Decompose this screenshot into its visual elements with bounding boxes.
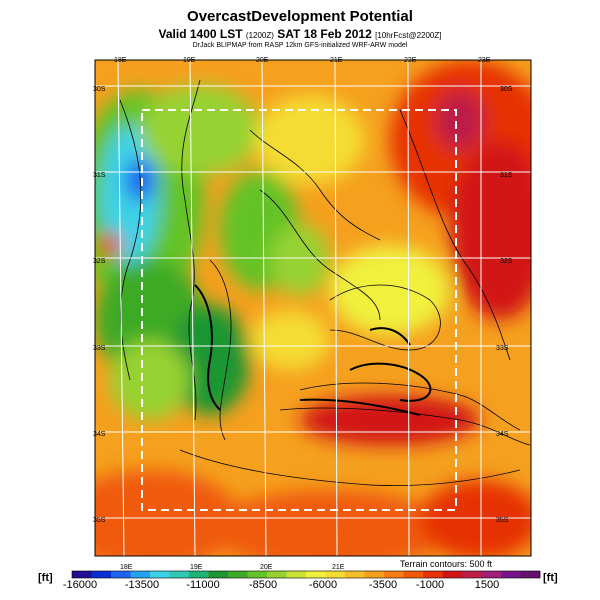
colorbar-tick-label: -8500 [248,579,278,591]
colorbar-swatch [481,571,502,578]
colorbar-swatch [306,571,326,578]
lon-label: 23E [478,57,491,64]
colorbar-swatch [189,571,209,578]
colorbar-tick-label: -1000 [415,579,445,591]
lat-label: 31S [500,172,513,179]
lon-label: 19E [183,57,196,64]
lat-label: 32S [93,258,106,265]
valid-main: SAT 18 Feb 2012 [277,27,372,41]
lat-lon-grid [95,60,531,556]
colorbar-swatch [130,571,151,578]
colorbar-swatch [520,571,541,578]
colorbar-swatch [208,571,229,578]
colorbar-unit-right: [ft] [543,572,558,584]
colorbar-swatch [247,571,268,578]
colorbar-unit-left: [ft] [38,572,53,584]
inner-domain-box [141,109,457,511]
lat-label: 30S [93,86,106,93]
lat-label: 32S [500,258,513,265]
lon-label: 19E [190,564,203,571]
lon-label: 20E [260,564,273,571]
map-field [95,60,531,556]
lat-label: 35S [93,517,106,524]
lat-label: 33S [93,345,106,352]
colorbar-tick-label: -6000 [308,579,338,591]
map-title: OvercastDevelopment Potential [187,8,413,25]
valid-prefix: Valid 1400 LST [158,27,243,41]
lon-labels-bottom: 18E 19E 20E 21E [120,564,345,571]
colorbar-frame [71,570,541,579]
colorbar-tick-label: -3500 [368,579,398,591]
colorbar-swatch [501,571,521,578]
lat-label: 34S [496,431,509,438]
colorbar-swatch [325,571,346,578]
colorbar-swatch [72,571,92,578]
terrain-contours [119,79,531,487]
colorbar-swatch [364,571,385,578]
valid-fcst: [10hrFcst@2200Z] [375,31,442,40]
lat-label: 33S [496,345,509,352]
colorbar-swatch [267,571,287,578]
colorbar-swatch [442,571,463,578]
colorbar-swatch [228,571,248,578]
colorbar-swatch [169,571,190,578]
lat-label: 34S [93,431,106,438]
lat-label: 31S [93,172,106,179]
lat-labels-right: 30S 31S 32S 33S 34S 35S [496,86,513,524]
colorbar-tick-label: -16000 [62,579,98,591]
lat-label: 35S [496,517,509,524]
colorbar-swatch [286,571,307,578]
lon-label: 22E [404,57,417,64]
valid-time: Valid 1400 LST (1200Z) SAT 18 Feb 2012 [… [0,27,600,41]
colorbar-tick-label: -13500 [124,579,160,591]
colorbar-swatch [423,571,443,578]
lat-labels-left: 30S 31S 32S 33S 34S 35S [93,86,106,524]
colorbar-swatch [91,571,112,578]
colorbar-tick-label: -11000 [186,579,220,591]
lon-label: 21E [330,57,343,64]
terrain-contours-major [194,284,432,416]
colorbar-swatch [403,571,424,578]
colorbar [71,570,541,579]
lon-label: 20E [256,57,269,64]
colorbar-swatch [345,571,365,578]
colorbar-swatch [462,571,482,578]
colorbar-swatch [111,571,131,578]
lon-labels-top: 18E 19E 20E 21E 22E 23E [114,57,491,64]
colorbar-swatch [384,571,404,578]
terrain-contour-note: Terrain contours: 500 ft [400,559,493,569]
colorbar-tick-label: 1500 [474,579,500,591]
map-frame [94,59,532,557]
colorbar-swatch [150,571,170,578]
valid-code: (1200Z) [245,31,274,40]
model-credit: DrJack BLIPMAP from RASP 12km GFS-initia… [192,42,408,49]
lon-label: 21E [332,564,345,571]
lon-label: 18E [120,564,133,571]
lat-label: 30S [500,86,513,93]
lon-label: 18E [114,57,127,64]
